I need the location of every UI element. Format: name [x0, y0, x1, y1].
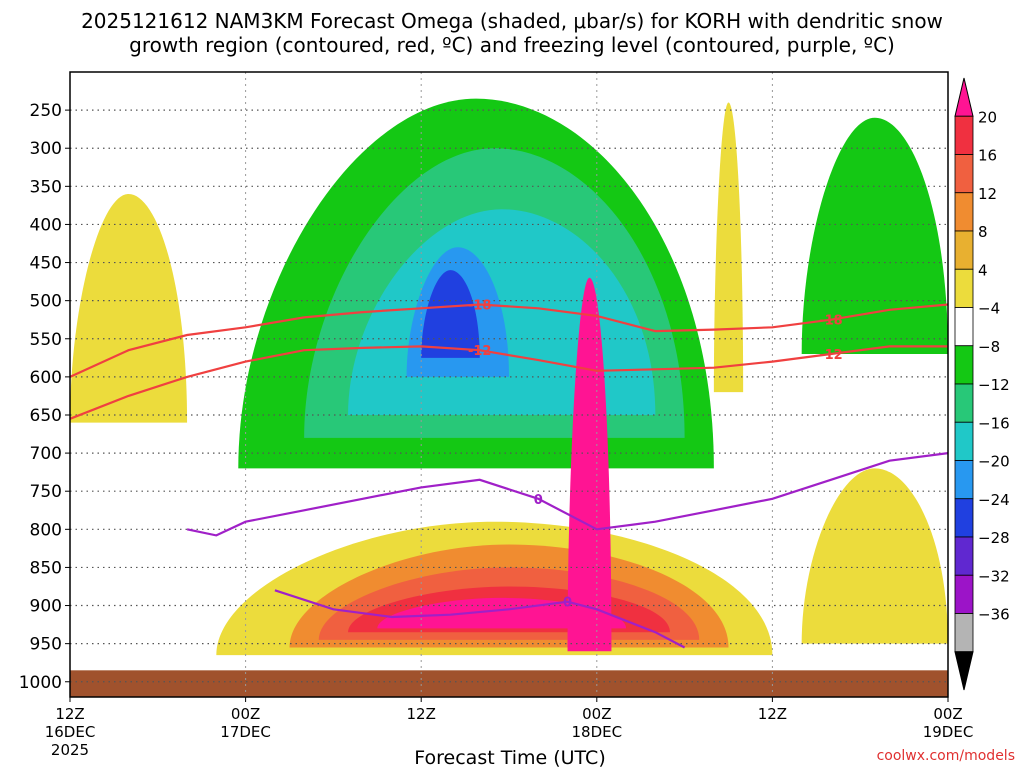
- colorbar-label: −28: [978, 529, 1010, 547]
- y-tick-label: 400: [30, 215, 62, 235]
- colorbar-label: 12: [978, 185, 997, 203]
- y-tick-label: 700: [30, 444, 62, 464]
- dgz-contour--12: [69, 345, 948, 420]
- terrain-band: [70, 670, 948, 697]
- freezing-level-label: 0: [563, 596, 572, 611]
- colorbar-label: −8: [978, 338, 1000, 356]
- y-tick-label: 600: [30, 368, 62, 388]
- plot-frame: [69, 71, 949, 698]
- y-tick-label: 900: [30, 597, 62, 617]
- y-tick-label: 950: [30, 635, 62, 655]
- colorbar-label: −4: [978, 300, 1000, 318]
- colorbar-bin: [954, 460, 974, 500]
- freezing-level-label: 0: [534, 493, 543, 508]
- x-tick-label: 12Z: [758, 705, 787, 723]
- x-tick-label: 12Z: [55, 705, 84, 723]
- colorbar-bin: [954, 230, 974, 270]
- y-tick-label: 650: [30, 406, 62, 426]
- x-tick-label: 00Z: [582, 705, 611, 723]
- colorbar-bin: [954, 498, 974, 538]
- colorbar-label: −24: [978, 491, 1010, 509]
- chart-title-line2: growth region (contoured, red, ºC) and f…: [129, 33, 895, 57]
- colorbar-bin: [954, 383, 974, 423]
- colorbar-bin: [954, 421, 974, 461]
- x-tick-label: 2025: [51, 741, 89, 759]
- omega-region-5: [801, 117, 948, 355]
- plot-area: -18 -18 -12 -12 0 0 250 300 350 400 450 500 550 600 65…: [19, 71, 974, 759]
- colorbar-bin: [954, 268, 974, 308]
- y-tick-label: 850: [30, 558, 62, 578]
- colorbar-label: −16: [978, 414, 1010, 432]
- colorbar-bin: [954, 154, 974, 194]
- x-tick-label: 19DEC: [923, 723, 974, 741]
- colorbar-label: 8: [978, 223, 988, 241]
- omega-region-13: [713, 102, 744, 393]
- x-tick-label: 12Z: [407, 705, 436, 723]
- colorbar-label: −32: [978, 567, 1010, 585]
- colorbar-bin: [954, 115, 974, 155]
- dgz-contour-label: -12: [819, 348, 843, 363]
- colorbar-bin: [954, 345, 974, 385]
- y-tick-label: 800: [30, 520, 62, 540]
- x-tick-label: 17DEC: [220, 723, 271, 741]
- colorbar-label: −36: [978, 606, 1010, 624]
- x-tick-label: 00Z: [933, 705, 962, 723]
- x-tick-label: 00Z: [231, 705, 260, 723]
- omega-region-6: [70, 193, 188, 423]
- colorbar-bottom-arrow: [954, 651, 974, 691]
- colorbar-bin: [954, 574, 974, 614]
- colorbar-bin: [954, 613, 974, 653]
- chart-title-line1: 2025121612 NAM3KM Forecast Omega (shaded…: [81, 9, 943, 33]
- x-tick-label: 16DEC: [45, 723, 96, 741]
- colorbar-label: 20: [978, 108, 997, 126]
- colorbar-label: 4: [978, 261, 988, 279]
- y-tick-label: 500: [30, 292, 62, 312]
- colorbar-top-arrow: [954, 77, 974, 117]
- dgz-contour-label: -18: [468, 298, 492, 313]
- x-tick-label: 18DEC: [572, 723, 623, 741]
- omega-region-4: [421, 270, 480, 358]
- dgz-contour--18: [69, 303, 949, 378]
- x-axis-label: Forecast Time (UTC): [414, 747, 605, 768]
- y-tick-label: 1000: [19, 673, 62, 693]
- y-tick-label: 350: [30, 177, 62, 197]
- freezing-level-contour: [186, 452, 949, 537]
- y-tick-label: 750: [30, 482, 62, 502]
- dgz-contour-label: -12: [468, 344, 492, 359]
- colorbar-label: −12: [978, 376, 1010, 394]
- omega-region-14: [801, 468, 948, 644]
- y-tick-label: 550: [30, 330, 62, 350]
- colorbar-bin: [954, 192, 974, 232]
- credit-text: coolwx.com/models: [877, 748, 1015, 764]
- y-tick-label: 250: [30, 101, 62, 121]
- colorbar-label: 16: [978, 147, 997, 165]
- y-tick-label: 450: [30, 254, 62, 274]
- freezing-level-contour: [274, 589, 686, 649]
- colorbar-label: −20: [978, 453, 1010, 471]
- y-tick-label: 300: [30, 139, 62, 159]
- colorbar: 20 16 12 8 4 −4 −8 −12 −16 −20 −24 −28 −32 −36: [954, 77, 1010, 691]
- dgz-contour-label: -18: [819, 314, 843, 329]
- colorbar-bin: [954, 307, 974, 347]
- colorbar-bin: [954, 536, 974, 576]
